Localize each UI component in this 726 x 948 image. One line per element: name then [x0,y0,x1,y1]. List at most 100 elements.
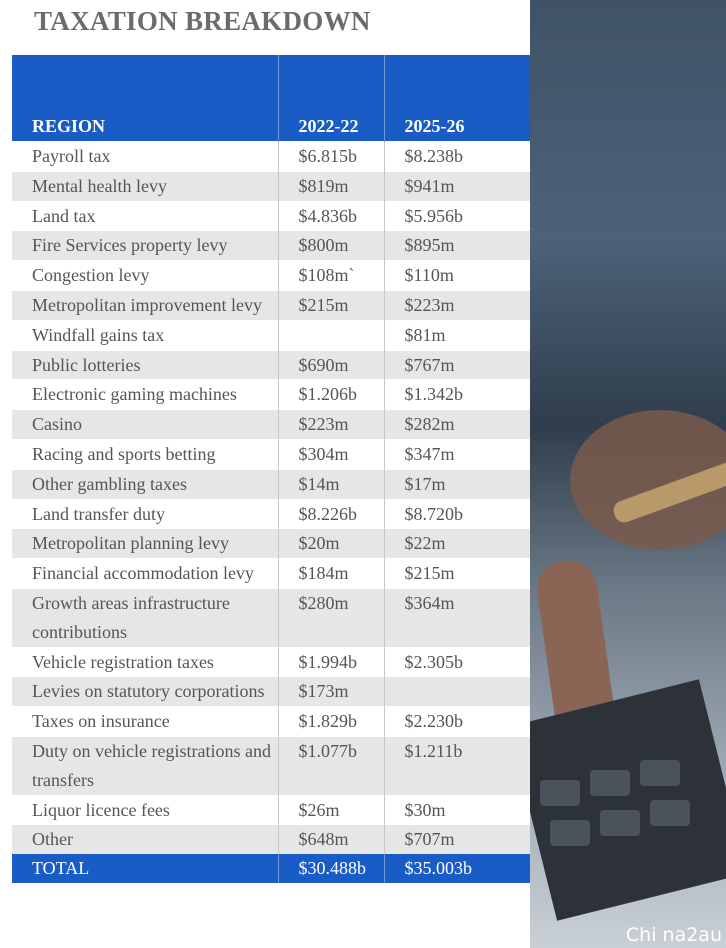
cell: $223m [383,289,530,321]
cell: Vehicle registration taxes [12,646,278,677]
cell: $223m [277,409,384,440]
cell: $1.829b [277,706,384,737]
cell: $819m [277,170,384,202]
header-cell: REGION [12,55,278,142]
cell: Windfall gains tax [12,319,278,351]
cell: $173m [277,676,384,707]
cell: Duty on vehicle registrations and transf… [12,735,278,796]
cell: $8.226b [277,498,384,529]
row: Fire Services property levy $800m $895m [12,230,530,261]
cell [277,319,384,351]
cell: Metropolitan planning levy [12,528,278,559]
cell: $17m [383,468,530,500]
cell: $707m [383,824,530,855]
cell: Fire Services property levy [12,230,278,261]
cell: Taxes on insurance [12,706,278,737]
cell: $767m [383,349,530,380]
total-row: TOTAL $30.488b $35.003b [12,854,530,883]
row: Mental health levy $819m $941m [12,170,530,202]
cell: $14m [277,468,384,500]
cell: $184m [277,558,384,589]
cell: $304m [277,438,384,470]
cell: $800m [277,230,384,261]
row: Land transfer duty $8.226b $8.720b [12,498,530,529]
cell: Other gambling taxes [12,468,278,500]
cell: $22m [383,528,530,559]
cell [383,676,530,707]
row: Metropolitan planning levy $20m $22m [12,528,530,559]
cell: $1.994b [277,646,384,677]
cell: $1.211b [383,735,530,796]
row: Growth areas infrastructure contribution… [12,587,530,648]
cell: $648m [277,824,384,855]
row: Metropolitan improvement levy $215m $223m [12,289,530,321]
cell: $280m [277,587,384,648]
cell: Land tax [12,200,278,231]
cell: $108m` [277,260,384,291]
cell: $110m [383,260,530,291]
cell: $8.720b [383,498,530,529]
cell: Casino [12,409,278,440]
header-cell: 2025-26 [383,55,530,142]
cell: Financial accommodation levy [12,558,278,589]
row: Other $648m $707m [12,824,530,855]
cell: $1.077b [277,735,384,796]
cell: $81m [383,319,530,351]
cell: $347m [383,438,530,470]
row: Electronic gaming machines $1.206b $1.342b [12,379,530,410]
cell: Levies on statutory corporations [12,676,278,707]
cell: Payroll tax [12,141,278,172]
cell: $5.956b [383,200,530,231]
cell: $20m [277,528,384,559]
cell: $1.206b [277,379,384,410]
cell: $8.238b [383,141,530,172]
row: Windfall gains tax $81m [12,319,530,351]
cell: Liquor licence fees [12,794,278,825]
total-cell: TOTAL [12,854,278,883]
row: Public lotteries $690m $767m [12,349,530,380]
total-cell: $35.003b [383,854,530,883]
cell: $364m [383,587,530,648]
cell: Public lotteries [12,349,278,380]
cell: $4.836b [277,200,384,231]
cell: $895m [383,230,530,261]
photo-art [530,410,726,921]
row: Duty on vehicle registrations and transf… [12,735,530,796]
row: Casino $223m $282m [12,409,530,440]
cell: $690m [277,349,384,380]
cell: Metropolitan improvement levy [12,289,278,321]
header-cell: 2022-22 [277,55,384,142]
cell: $282m [383,409,530,440]
row: Financial accommodation levy $184m $215m [12,558,530,589]
row: Levies on statutory corporations $173m [12,676,530,707]
cell: $2.305b [383,646,530,677]
row: Vehicle registration taxes $1.994b $2.305b [12,646,530,677]
cell: Racing and sports betting [12,438,278,470]
cell: $215m [383,558,530,589]
cell: Congestion levy [12,260,278,291]
row: Payroll tax $6.815b $8.238b [12,141,530,172]
photo [530,0,726,948]
cell: Growth areas infrastructure contribution… [12,587,278,648]
watermark: Chi na2au [625,924,722,946]
row: Racing and sports betting $304m $347m [12,438,530,470]
cell: $1.342b [383,379,530,410]
cell: $941m [383,170,530,202]
cell: $215m [277,289,384,321]
cell: Electronic gaming machines [12,379,278,410]
cell: $6.815b [277,141,384,172]
cell: $26m [277,794,384,825]
total-cell: $30.488b [277,854,384,883]
row: Taxes on insurance $1.829b $2.230b [12,706,530,737]
row: Other gambling taxes $14m $17m [12,468,530,500]
cell: Land transfer duty [12,498,278,529]
cell: $2.230b [383,706,530,737]
tax-table: REGION 2022-22 2025-26 Payroll tax $6.815b $… [12,55,530,883]
title: TAXATION BREAKDOWN [34,6,371,36]
cell: Mental health levy [12,170,278,202]
cell: $30m [383,794,530,825]
cell: Other [12,824,278,855]
row: Land tax $4.836b $5.956b [12,200,530,231]
row: Congestion levy $108m` $110m [12,260,530,291]
